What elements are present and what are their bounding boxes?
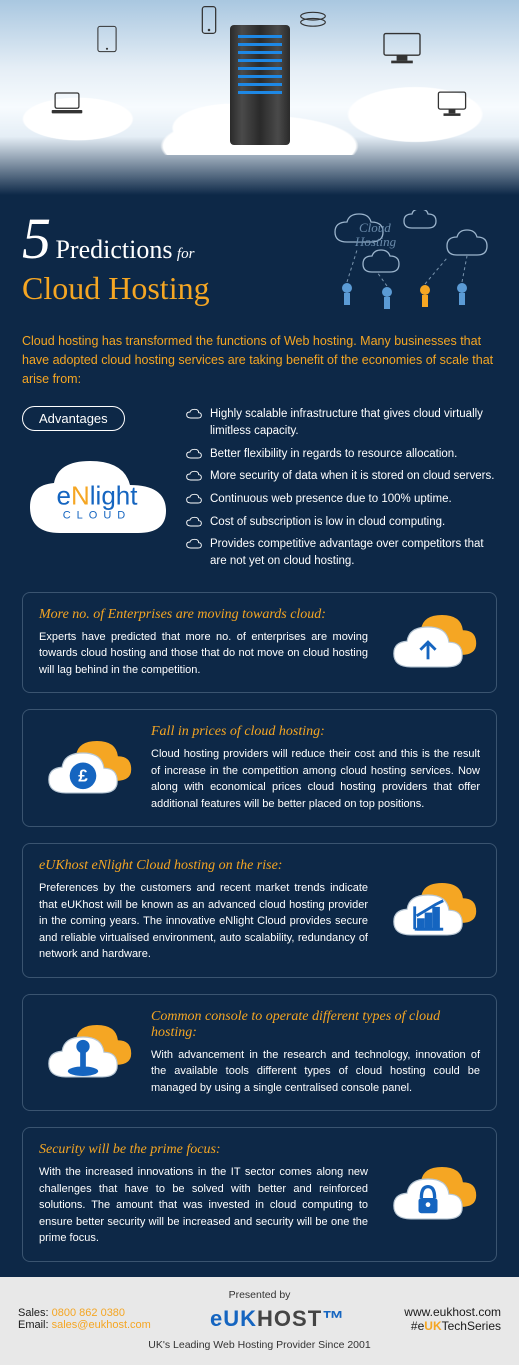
prediction-body: Preferences by the customers and recent …	[39, 880, 368, 963]
infographic-page: 5 Predictions for Cloud Hosting Cloud Ho…	[0, 0, 519, 1365]
advantage-item: Continuous web presence due to 100% upti…	[186, 491, 497, 508]
prediction-icon	[384, 875, 480, 945]
footer-links: www.eukhost.com #eUKTechSeries	[404, 1305, 501, 1333]
title-main: Cloud Hosting	[22, 270, 307, 307]
hash-pre: #e	[411, 1319, 424, 1333]
content-area: 5 Predictions for Cloud Hosting Cloud Ho…	[0, 195, 519, 1277]
cloud-front-icon	[390, 887, 466, 941]
disc-stack-icon	[297, 10, 329, 30]
laptop-icon	[50, 90, 84, 118]
advantage-text: Better flexibility in regards to resourc…	[210, 446, 457, 463]
cloud-bullet-icon	[186, 493, 202, 505]
prediction-icon	[39, 1017, 135, 1087]
prediction-text: Security will be the prime focus: With th…	[39, 1142, 368, 1247]
prediction-body: Cloud hosting providers will reduce thei…	[151, 746, 480, 812]
prediction-text: Common console to operate different type…	[151, 1009, 480, 1097]
prediction-text: eUKhost eNlight Cloud hosting on the ris…	[39, 858, 368, 963]
cloud-badge-text: Cloud	[359, 220, 391, 235]
advantage-item: More security of data when it is stored …	[186, 468, 497, 485]
enlight-e: e	[57, 481, 71, 511]
phone-icon	[200, 5, 218, 35]
footer-contact: Sales: 0800 862 0380 Email: sales@eukhos…	[18, 1307, 151, 1331]
cloud-bullet-icon	[186, 470, 202, 482]
advantage-text: Continuous web presence due to 100% upti…	[210, 491, 452, 508]
monitor-icon	[435, 90, 469, 118]
advantage-text: Highly scalable infrastructure that give…	[210, 406, 497, 439]
prediction-icon	[384, 607, 480, 677]
prediction-body: With the increased innovations in the IT…	[39, 1164, 368, 1247]
desktop-icon	[380, 30, 424, 66]
logo-eu: eU	[210, 1306, 240, 1331]
advantages-row: Advantages eNlight CLOUD Highly scalable…	[22, 406, 497, 575]
svg-text:Hosting: Hosting	[354, 234, 397, 249]
hash-uk: UK	[424, 1319, 441, 1333]
advantage-item: Cost of subscription is low in cloud com…	[186, 514, 497, 531]
sales-phone: 0800 862 0380	[52, 1307, 125, 1319]
cloud-bullet-icon	[186, 448, 202, 460]
prediction-title: eUKhost eNlight Cloud hosting on the ris…	[39, 858, 368, 874]
logo-k: K	[240, 1306, 257, 1331]
advantage-item: Provides competitive advantage over comp…	[186, 536, 497, 569]
tablet-icon	[90, 25, 124, 53]
prediction-block: Common console to operate different type…	[22, 994, 497, 1112]
predictions-container: More no. of Enterprises are moving towar…	[22, 592, 497, 1262]
intro-paragraph: Cloud hosting has transformed the functi…	[22, 332, 497, 388]
advantages-label: Advantages	[22, 406, 125, 431]
logo-host: HOST	[257, 1306, 322, 1331]
prediction-icon: £	[39, 733, 135, 803]
hash-post: TechSeries	[442, 1319, 501, 1333]
server-icon	[230, 25, 290, 145]
prediction-block: More no. of Enterprises are moving towar…	[22, 592, 497, 694]
enlight-logo: eNlight CLOUD	[22, 451, 172, 551]
prediction-block: eUKhost eNlight Cloud hosting on the ris…	[22, 843, 497, 978]
title-text-block: 5 Predictions for Cloud Hosting	[22, 210, 307, 320]
footer-url: www.eukhost.com	[404, 1305, 501, 1319]
advantage-text: More security of data when it is stored …	[210, 468, 494, 485]
title-word: Predictions	[55, 235, 172, 264]
prediction-text: More no. of Enterprises are moving towar…	[39, 607, 368, 679]
footer-presented: Presented by	[18, 1289, 501, 1301]
hero-illustration	[0, 0, 519, 195]
advantages-list: Highly scalable infrastructure that give…	[186, 406, 497, 575]
title-number: 5	[22, 210, 51, 268]
footer-logo: eUKHOST™	[210, 1306, 345, 1332]
cloud-front-icon	[390, 1171, 466, 1225]
email-label: Email:	[18, 1319, 52, 1331]
cloud-bullet-icon	[186, 516, 202, 528]
footer: Presented by Sales: 0800 862 0380 Email:…	[0, 1277, 519, 1365]
cloud-bullet-icon	[186, 408, 202, 420]
title-row: 5 Predictions for Cloud Hosting Cloud Ho…	[22, 195, 497, 320]
prediction-title: Security will be the prime focus:	[39, 1142, 368, 1158]
cloud-bullet-icon	[186, 538, 202, 550]
advantage-text: Cost of subscription is low in cloud com…	[210, 514, 445, 531]
enlight-rest: light	[90, 481, 138, 511]
enlight-n: N	[71, 481, 90, 511]
prediction-body: With advancement in the research and tec…	[151, 1047, 480, 1097]
prediction-block: Security will be the prime focus: With th…	[22, 1127, 497, 1262]
prediction-text: Fall in prices of cloud hosting: Cloud ho…	[151, 724, 480, 812]
email-value: sales@eukhost.com	[52, 1319, 151, 1331]
prediction-body: Experts have predicted that more no. of …	[39, 629, 368, 679]
footer-row: Sales: 0800 862 0380 Email: sales@eukhos…	[18, 1305, 501, 1333]
title-cloud-graphic: Cloud Hosting	[317, 210, 497, 320]
advantages-left-col: Advantages eNlight CLOUD	[22, 406, 172, 575]
advantage-text: Provides competitive advantage over comp…	[210, 536, 497, 569]
sales-label: Sales:	[18, 1307, 52, 1319]
prediction-title: More no. of Enterprises are moving towar…	[39, 607, 368, 623]
prediction-block: £ Fall in prices of cloud hosting: Cloud h…	[22, 709, 497, 827]
title-for: for	[177, 246, 195, 262]
cloud-front-icon: £	[45, 745, 121, 799]
advantage-item: Better flexibility in regards to resourc…	[186, 446, 497, 463]
advantage-item: Highly scalable infrastructure that give…	[186, 406, 497, 439]
svg-text:£: £	[78, 767, 88, 786]
cloud-front-icon	[45, 1029, 121, 1083]
prediction-title: Common console to operate different type…	[151, 1009, 480, 1041]
enlight-sub: CLOUD	[57, 510, 138, 522]
cloud-front-icon	[390, 619, 466, 673]
prediction-title: Fall in prices of cloud hosting:	[151, 724, 480, 740]
prediction-icon	[384, 1159, 480, 1229]
footer-tagline: UK's Leading Web Hosting Provider Since …	[18, 1339, 501, 1351]
